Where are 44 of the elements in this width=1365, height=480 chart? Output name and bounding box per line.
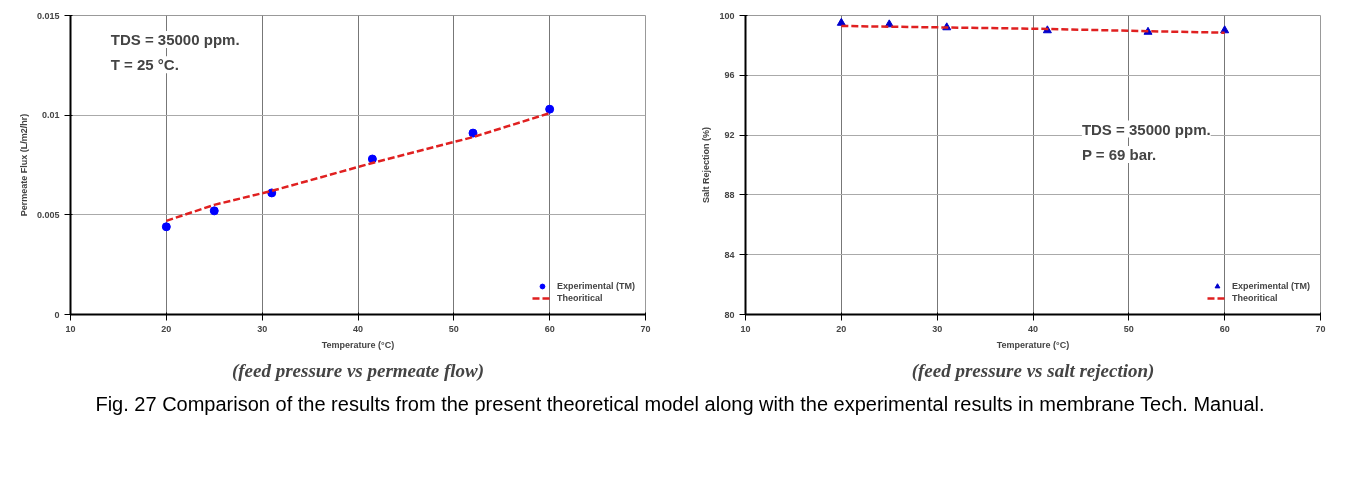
y-axis-title: Salt Rejection (%) — [701, 126, 712, 204]
x-tick-label: 20 — [161, 323, 172, 334]
x-tick-label: 30 — [932, 323, 943, 334]
text: (feed pressure vs salt rejection) — [911, 359, 1155, 382]
annotation: P = 69 bar. — [1081, 146, 1157, 164]
text: (feed pressure vs permeate flow) — [231, 359, 485, 382]
legend-label: Theoritical — [1231, 292, 1278, 304]
x-tick-label: 10 — [740, 323, 751, 334]
y-tick-label: 100 — [719, 10, 735, 21]
y-tick-label: 88 — [724, 189, 735, 200]
y-tick-label: 84 — [724, 249, 735, 260]
point — [468, 128, 478, 138]
y-tick-label: 0.015 — [36, 10, 60, 21]
x-tick-label: 50 — [1123, 323, 1134, 334]
x-tick-label: 70 — [1315, 323, 1326, 334]
y-tick-label: 0.01 — [41, 110, 60, 121]
annotation: T = 25 °C. — [110, 56, 179, 74]
y-tick-label: 0.005 — [36, 209, 60, 220]
x-tick-label: 60 — [1219, 323, 1230, 334]
y-tick-label: 80 — [724, 309, 735, 320]
point — [836, 17, 846, 26]
y-tick-label: 96 — [724, 70, 735, 81]
x-axis-title: Temperature (°C) — [321, 339, 395, 350]
legend-label: Experimental (TM) — [556, 280, 635, 292]
legend-label: Experimental (TM) — [1231, 280, 1310, 292]
y-tick-label: 0 — [54, 309, 60, 320]
x-tick-label: 10 — [65, 323, 76, 334]
x-tick-label: 40 — [352, 323, 364, 334]
x-tick-label: 20 — [836, 323, 847, 334]
x-tick-label: 60 — [544, 323, 555, 334]
annotation: TDS = 35000 ppm. — [1081, 120, 1211, 138]
x-axis-title: Temperature (°C) — [996, 339, 1070, 350]
x-tick-label: 30 — [257, 323, 268, 334]
x-tick-label: 40 — [1027, 323, 1039, 334]
x-tick-label: 70 — [640, 323, 651, 334]
y-tick-label: 92 — [724, 130, 735, 141]
legend-label: Theoritical — [556, 292, 603, 304]
y-axis-title: Permeate Flux (L/m2/hr) — [18, 113, 29, 217]
point — [161, 222, 171, 232]
annotation: TDS = 35000 ppm. — [110, 30, 240, 48]
x-tick-label: 50 — [448, 323, 459, 334]
point — [209, 206, 219, 216]
caption: Fig. 27 Comparison of the results from the present theoretical model along with the experimental results in membrane Tech. Manual. — [95, 392, 1265, 417]
point — [545, 104, 555, 114]
